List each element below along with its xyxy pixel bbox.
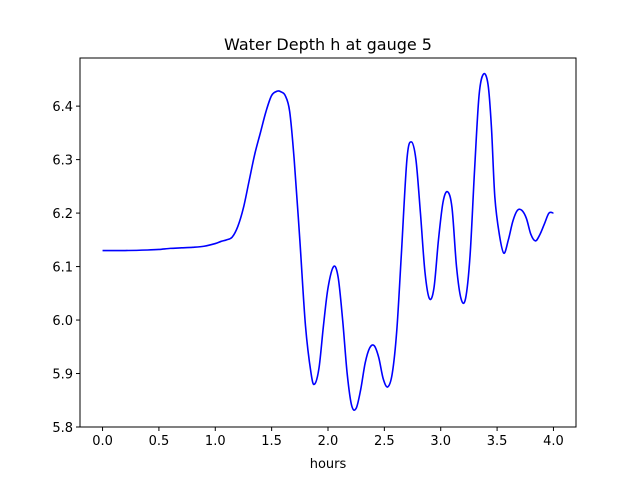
x-tick-label: 3.0	[430, 434, 451, 449]
axis-ticks: 0.0 0.5 1.0 1.5 2.0 2.5 3.0 3.5 4.0 5.8 5.9 6.0 6.1 6…	[52, 100, 563, 449]
x-tick-label: 2.0	[318, 434, 339, 449]
y-tick-label: 6.2	[52, 207, 73, 222]
y-tick-label: 6.0	[52, 314, 73, 329]
y-tick-label: 6.3	[52, 154, 73, 169]
series-line	[102, 72, 554, 411]
x-tick-label: 1.0	[205, 434, 226, 449]
y-tick-label: 6.4	[52, 100, 73, 115]
x-tick-label: 3.5	[487, 434, 508, 449]
y-tick-label: 6.1	[52, 261, 73, 276]
x-axis-label: hours	[310, 457, 347, 472]
x-tick-label: 4.0	[543, 434, 564, 449]
y-tick-label: 5.8	[52, 421, 73, 436]
chart-title: Water Depth h at gauge 5	[224, 35, 432, 54]
x-tick-label: 2.5	[374, 434, 395, 449]
x-tick-label: 0.5	[149, 434, 170, 449]
x-tick-label: 1.5	[261, 434, 282, 449]
plot-frame	[79, 57, 577, 428]
y-tick-label: 5.9	[52, 368, 73, 383]
x-tick-label: 0.0	[92, 434, 113, 449]
plot-series	[102, 72, 554, 411]
